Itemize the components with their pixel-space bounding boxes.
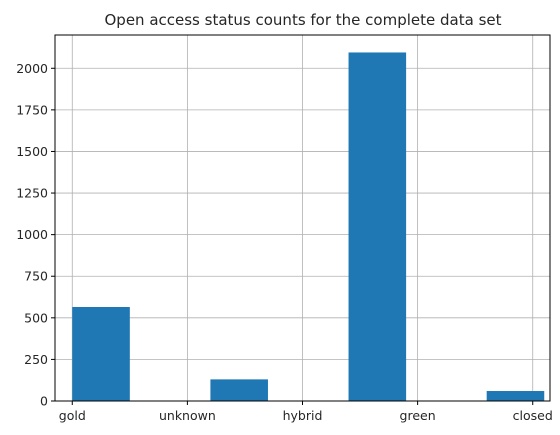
bar-hybrid <box>348 52 407 402</box>
y-tick-label: 500 <box>24 310 48 325</box>
bar-green <box>486 391 545 401</box>
y-tick-label: 1500 <box>16 144 48 159</box>
x-tick-label: green <box>400 408 436 423</box>
chart-title: Open access status counts for the comple… <box>105 11 502 29</box>
x-tick-label: hybrid <box>283 408 323 423</box>
y-tick-label: 0 <box>40 394 48 409</box>
x-tick-label: unknown <box>159 408 216 423</box>
y-tick-label: 2000 <box>16 61 48 76</box>
bars <box>72 52 545 402</box>
y-tick-label: 1750 <box>16 102 48 117</box>
grid-lines <box>55 35 550 402</box>
y-tick-label: 1250 <box>16 186 48 201</box>
bar-gold <box>72 307 130 401</box>
plot-frame <box>54 34 551 402</box>
x-tick-label: closed <box>513 408 553 423</box>
axes: 0 250 500 750 1000 1250 1500 1750 2000 gold unknow… <box>16 34 553 423</box>
y-tick-label: 250 <box>24 352 48 367</box>
x-tick-label: gold <box>59 408 86 423</box>
y-tick-label: 1000 <box>16 227 48 242</box>
y-tick-label: 750 <box>24 269 48 284</box>
bar-unknown <box>210 379 268 401</box>
